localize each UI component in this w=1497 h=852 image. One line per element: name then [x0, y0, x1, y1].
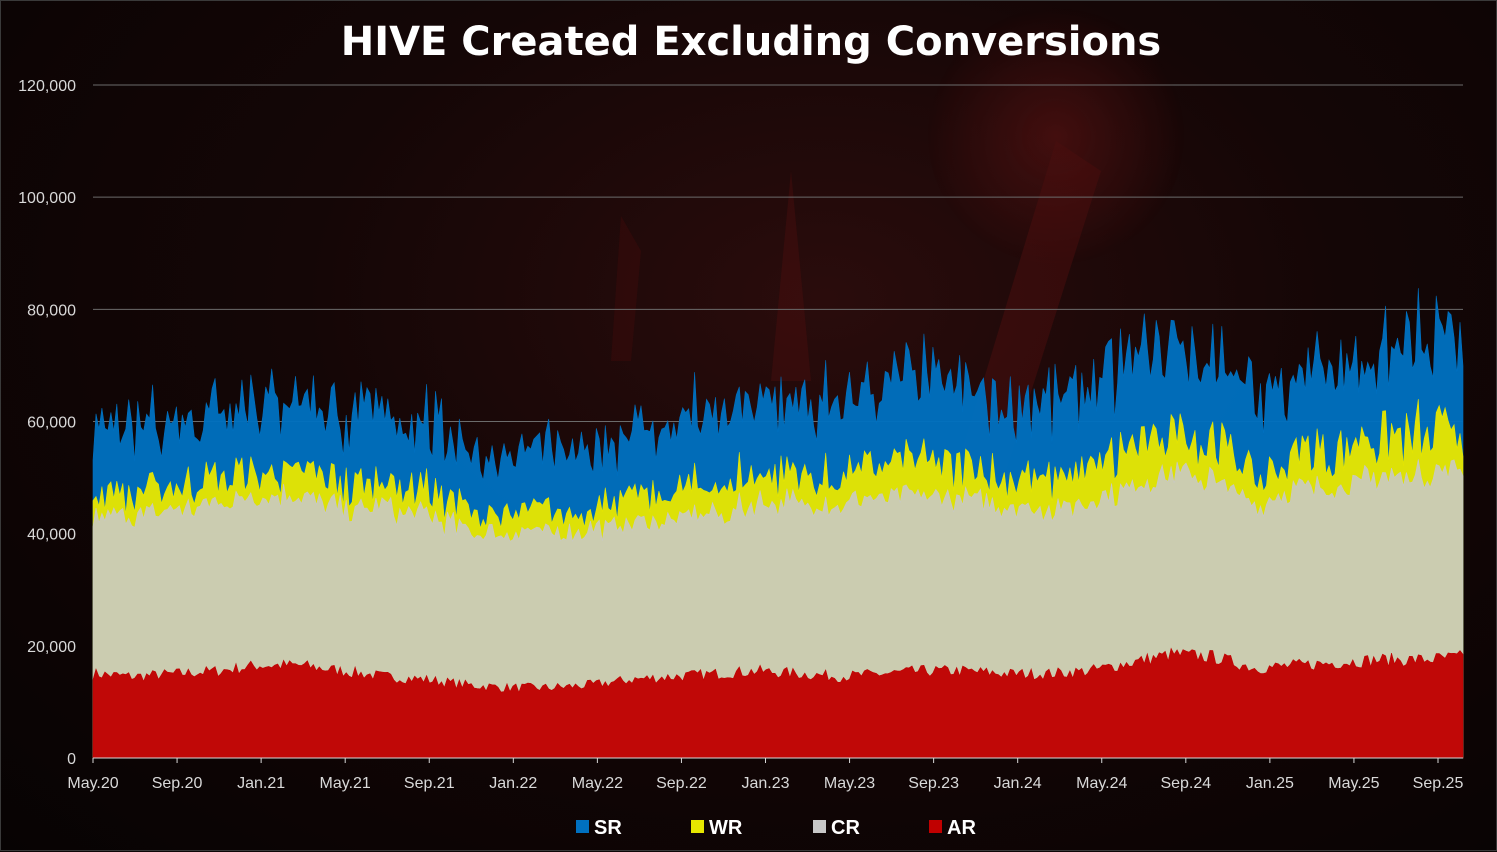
x-tick-label: Jan.21 — [237, 775, 285, 792]
x-tick-label: Sep.24 — [1160, 775, 1211, 792]
legend-item-ar: AR — [929, 817, 976, 839]
legend: SR WR CR AR — [576, 817, 976, 839]
x-tick-label: Sep.21 — [404, 775, 455, 792]
y-tick-label: 100,000 — [18, 190, 76, 207]
legend-swatch — [929, 820, 942, 833]
y-tick-label: 40,000 — [27, 527, 76, 544]
legend-item-wr: WR — [691, 817, 743, 839]
x-tick-label: May.20 — [67, 775, 118, 792]
x-tick-label: May.24 — [1076, 775, 1127, 792]
x-tick-label: Sep.20 — [152, 775, 203, 792]
x-tick-label: Jan.23 — [741, 775, 789, 792]
legend-label: AR — [947, 817, 976, 839]
chart-title: HIVE Created Excluding Conversions — [341, 19, 1162, 65]
legend-item-sr: SR — [576, 817, 622, 839]
x-tick-label: May.22 — [572, 775, 623, 792]
x-tick-label: May.21 — [320, 775, 371, 792]
legend-swatch — [691, 820, 704, 833]
x-tick-label: Jan.22 — [489, 775, 537, 792]
x-tick-label: Sep.22 — [656, 775, 707, 792]
y-tick-label: 80,000 — [27, 302, 76, 319]
y-tick-label: 0 — [67, 751, 76, 768]
x-tick-label: Sep.23 — [908, 775, 959, 792]
area-series-ar — [92, 647, 1464, 759]
legend-item-cr: CR — [813, 817, 860, 839]
y-tick-label: 20,000 — [27, 639, 76, 656]
legend-label: CR — [831, 817, 860, 839]
y-tick-label: 60,000 — [27, 415, 76, 432]
stacked-areas — [92, 288, 1464, 759]
legend-label: WR — [709, 817, 743, 839]
legend-label: SR — [594, 817, 622, 839]
x-tick-label: May.23 — [824, 775, 875, 792]
x-tick-label: Sep.25 — [1413, 775, 1464, 792]
legend-swatch — [576, 820, 589, 833]
legend-swatch — [813, 820, 826, 833]
x-tick-label: Jan.25 — [1246, 775, 1294, 792]
x-tick-label: May.25 — [1328, 775, 1379, 792]
x-tick-label: Jan.24 — [994, 775, 1042, 792]
axes: 0 20,000 40,000 60,000 80,000 100,000 120,000 M… — [18, 78, 1463, 792]
y-tick-label: 120,000 — [18, 78, 76, 95]
